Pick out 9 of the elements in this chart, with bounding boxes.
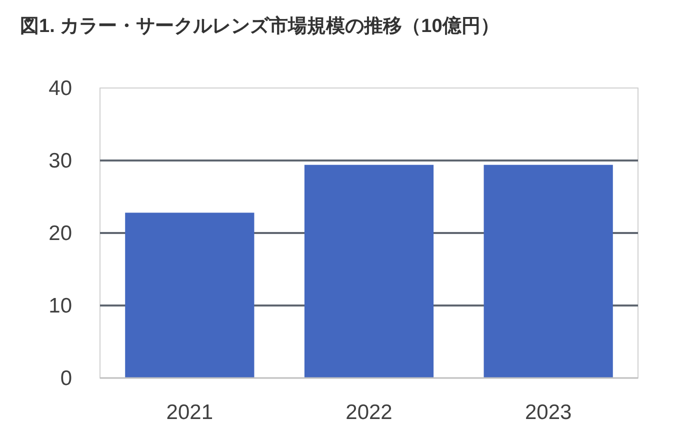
x-tick-label: 2022 [346, 401, 392, 424]
x-tick-label: 2021 [166, 401, 214, 424]
y-tick-label: 10 [48, 294, 72, 318]
chart-title: 図1. カラー・サークルレンズ市場規模の推移（10億円） [20, 15, 500, 37]
y-tick-label: 20 [48, 222, 72, 245]
y-tick-label: 40 [48, 77, 72, 100]
y-tick-label: 30 [48, 150, 72, 172]
x-tick-label: 2023 [524, 401, 572, 424]
y-tick-label: 0 [60, 367, 72, 390]
